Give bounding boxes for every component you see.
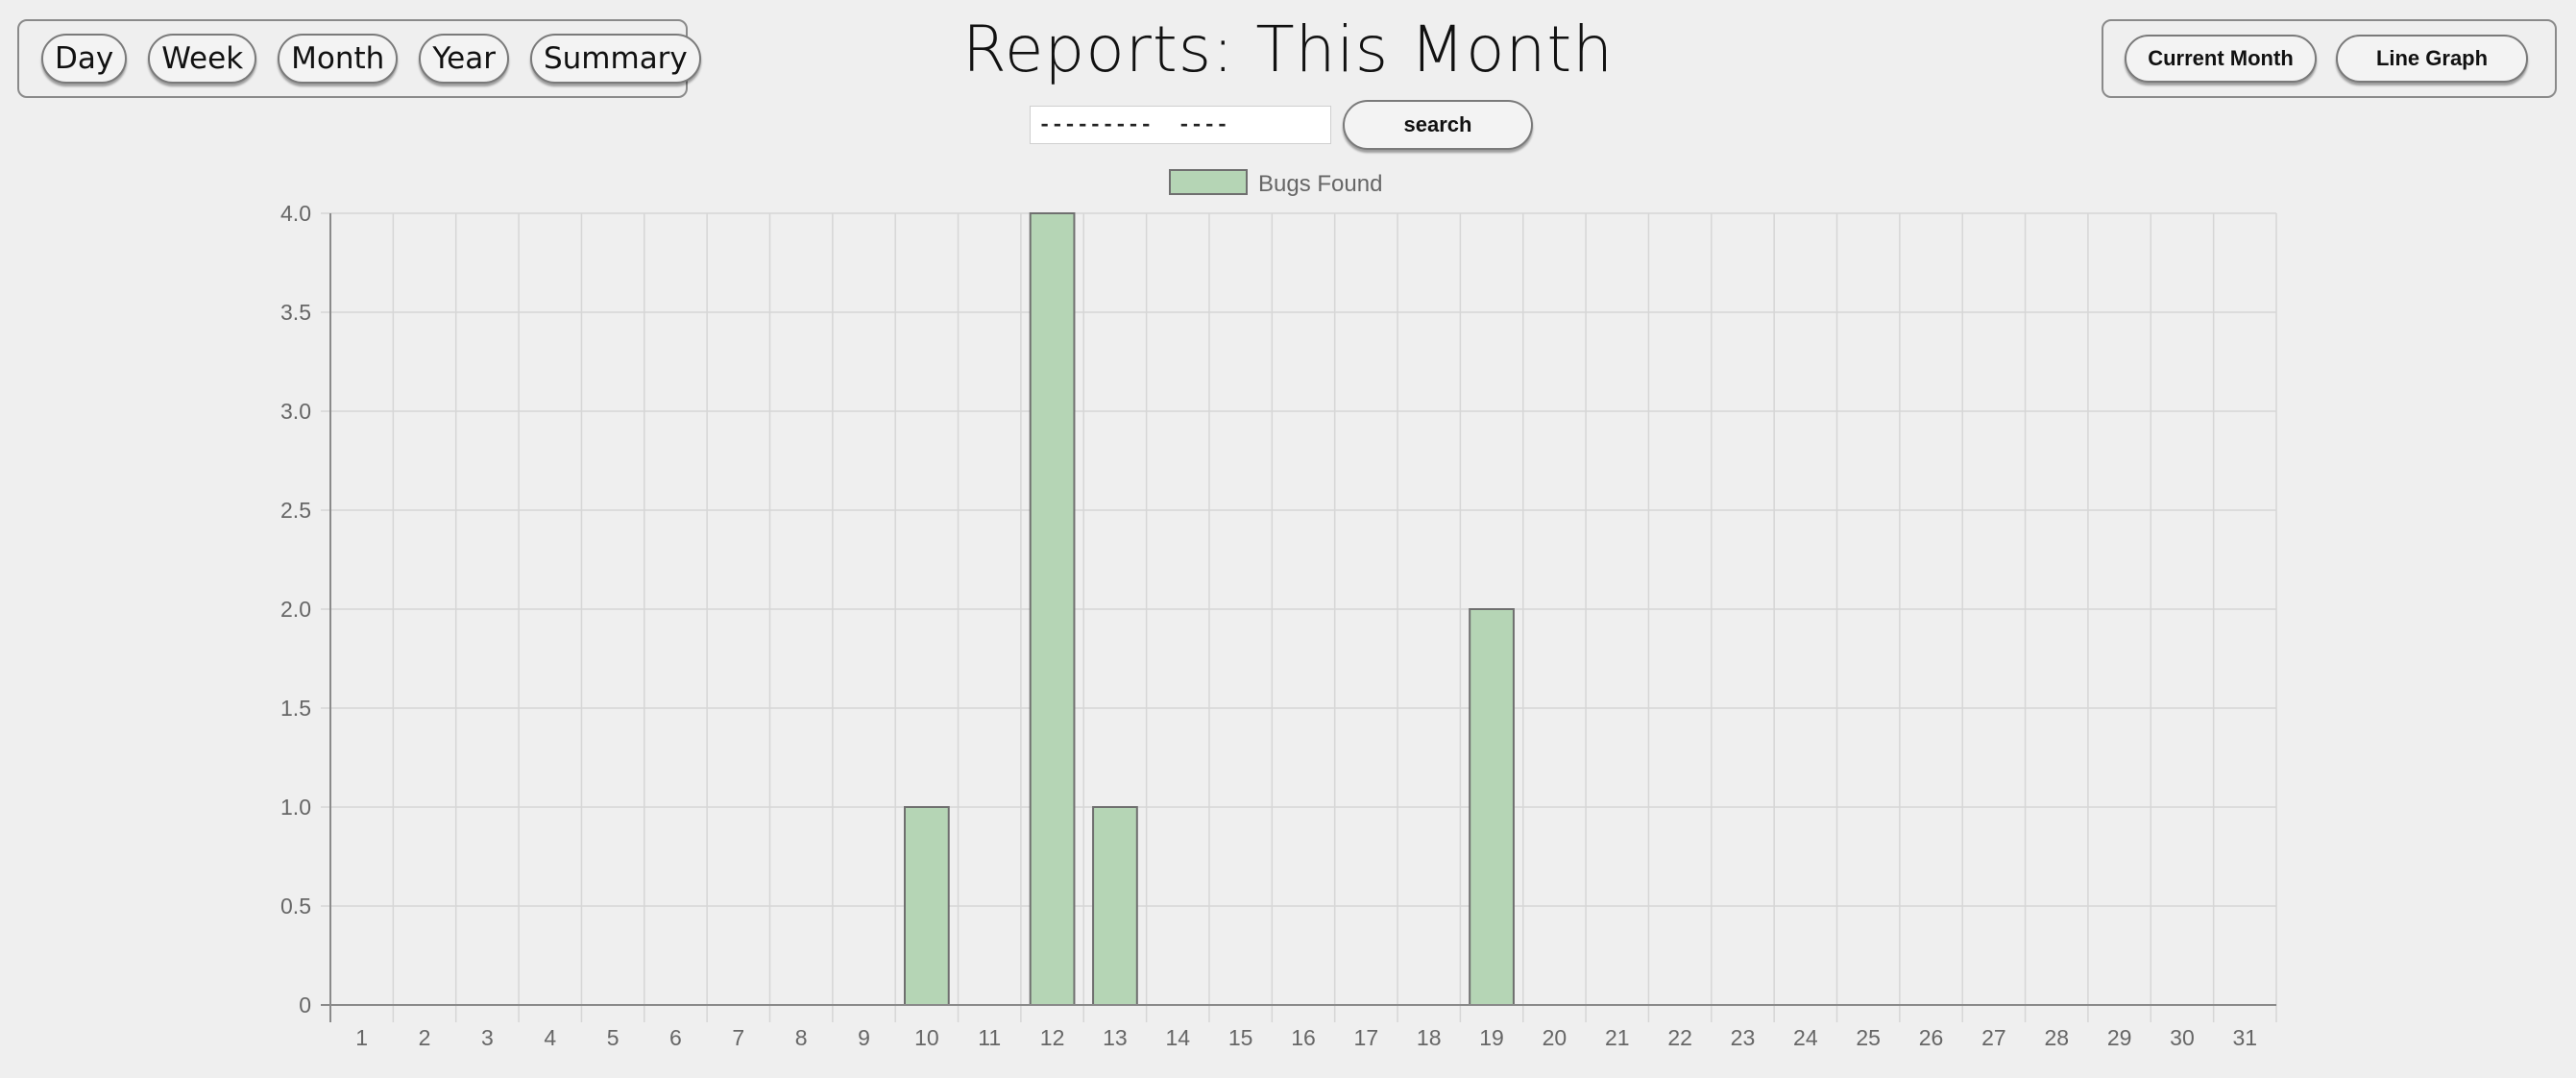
x-tick-label: 26 — [1919, 1025, 1944, 1050]
x-tick-label: 9 — [858, 1025, 870, 1050]
x-tick-label: 3 — [481, 1025, 494, 1050]
x-tick-label: 22 — [1667, 1025, 1692, 1050]
x-tick-label: 19 — [1479, 1025, 1504, 1050]
legend-swatch — [1169, 169, 1248, 195]
x-tick-label: 30 — [2170, 1025, 2195, 1050]
y-tick-label: 0 — [299, 992, 311, 1017]
x-tick-label: 11 — [978, 1025, 1001, 1050]
x-tick-label: 4 — [544, 1025, 556, 1050]
x-tick-label: 12 — [1040, 1025, 1065, 1050]
y-tick-label: 2.5 — [280, 498, 311, 523]
page-title: Reports: This Month — [961, 12, 1615, 86]
day-button[interactable]: Day — [41, 34, 128, 84]
x-tick-label: 8 — [795, 1025, 808, 1050]
x-tick-label: 17 — [1354, 1025, 1379, 1050]
x-tick-label: 23 — [1731, 1025, 1756, 1050]
x-tick-label: 15 — [1228, 1025, 1253, 1050]
x-tick-label: 14 — [1165, 1025, 1190, 1050]
x-tick-label: 6 — [669, 1025, 682, 1050]
year-button[interactable]: Year — [419, 34, 509, 84]
x-tick-label: 2 — [419, 1025, 431, 1050]
chart-bars — [903, 212, 1515, 1006]
view-toolbar: Current Month Line Graph — [2102, 19, 2557, 98]
x-tick-label: 5 — [607, 1025, 620, 1050]
x-tick-label: 13 — [1103, 1025, 1128, 1050]
y-tick-label: 2.0 — [280, 597, 311, 622]
chart-tick-labels: 00.51.01.52.02.53.03.54.01 2 3 4 5 6 7 8 9 10 11 12… — [280, 201, 2257, 1050]
line-graph-button[interactable]: Line Graph — [2336, 35, 2528, 83]
period-nav: Day Week Month Year Summary — [17, 19, 701, 98]
x-tick-label: 1 — [355, 1025, 368, 1050]
x-tick-label: 27 — [1981, 1025, 2006, 1050]
bar-day-13 — [1092, 806, 1138, 1006]
search-button[interactable]: search — [1343, 100, 1533, 150]
bar-day-19 — [1469, 608, 1515, 1006]
x-tick-label: 20 — [1543, 1025, 1567, 1050]
x-tick-label: 7 — [732, 1025, 744, 1050]
month-button[interactable]: Month — [278, 34, 399, 84]
summary-button[interactable]: Summary — [529, 34, 701, 84]
y-tick-label: 4.0 — [280, 201, 311, 226]
search-input[interactable] — [1030, 106, 1331, 144]
chart-grid — [321, 212, 2277, 1022]
y-tick-label: 0.5 — [280, 894, 311, 919]
x-tick-label: 16 — [1291, 1025, 1316, 1050]
chart-axes — [321, 213, 2276, 1022]
x-tick-label: 18 — [1417, 1025, 1442, 1050]
y-tick-label: 3.0 — [280, 399, 311, 424]
y-tick-label: 3.5 — [280, 300, 311, 325]
current-month-button[interactable]: Current Month — [2125, 35, 2317, 83]
bar-day-10 — [903, 806, 950, 1006]
x-tick-label: 10 — [914, 1025, 939, 1050]
x-tick-label: 21 — [1605, 1025, 1630, 1050]
chart-legend: Bugs Found — [1169, 169, 1382, 197]
bar-day-12 — [1029, 212, 1076, 1006]
x-tick-label: 31 — [2233, 1025, 2258, 1050]
week-button[interactable]: Week — [148, 34, 257, 84]
y-tick-label: 1.0 — [280, 795, 311, 820]
x-tick-label: 28 — [2044, 1025, 2069, 1050]
x-tick-label: 24 — [1793, 1025, 1818, 1050]
x-tick-label: 29 — [2107, 1025, 2132, 1050]
y-tick-label: 1.5 — [280, 696, 311, 721]
legend-label: Bugs Found — [1258, 171, 1382, 197]
x-tick-label: 25 — [1856, 1025, 1881, 1050]
